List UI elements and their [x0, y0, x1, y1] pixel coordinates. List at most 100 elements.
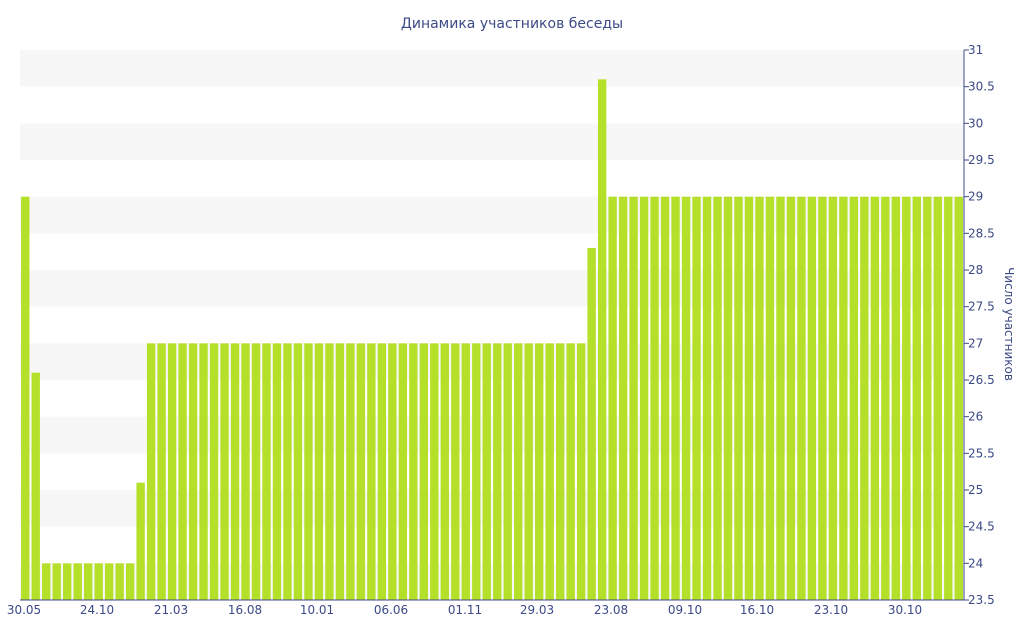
bar	[178, 343, 187, 600]
bar	[115, 563, 124, 600]
bar	[954, 196, 963, 601]
bar	[618, 196, 628, 601]
bar	[776, 196, 785, 601]
y-tick-label: 27	[968, 336, 983, 350]
bar	[167, 343, 177, 600]
bar	[944, 196, 953, 601]
bar	[314, 343, 324, 600]
bar	[188, 343, 198, 600]
bar	[272, 343, 282, 600]
bar	[860, 196, 869, 601]
y-tick-label: 25	[968, 483, 983, 497]
bar	[451, 343, 460, 600]
grid-band	[20, 270, 964, 307]
grid-band	[20, 490, 964, 527]
bars	[21, 79, 963, 601]
y-tick-label: 23.5	[968, 593, 995, 607]
y-tick-label: 30	[968, 116, 983, 130]
bar	[52, 563, 61, 600]
bar	[21, 196, 30, 601]
bar	[723, 196, 733, 601]
x-tick-label: 06.06	[374, 603, 408, 617]
bar	[377, 343, 387, 600]
y-tick-label: 26.5	[968, 373, 995, 387]
y-tick-label: 24.5	[968, 520, 995, 534]
bar	[765, 196, 775, 601]
x-axis: 30.05 24.10 21.03 16.08 10.01 06.06 01.11 29.03…	[7, 599, 964, 617]
bar	[566, 343, 575, 600]
bar	[419, 343, 429, 600]
bar	[409, 343, 418, 600]
y-tick-label: 29.5	[968, 153, 995, 167]
bar	[597, 79, 607, 600]
bar	[31, 372, 40, 600]
bar	[493, 343, 502, 600]
bar	[199, 343, 208, 600]
bar	[660, 196, 670, 601]
grid-band	[20, 416, 964, 454]
x-tick-label: 23.08	[594, 603, 628, 617]
bar	[524, 343, 533, 600]
bar	[398, 343, 408, 600]
y-tick-label: 30.5	[968, 80, 995, 94]
bar	[241, 343, 250, 600]
bar	[755, 196, 764, 601]
bar	[828, 196, 838, 601]
bar	[608, 196, 617, 601]
bar	[388, 343, 397, 600]
bar	[440, 343, 449, 600]
y-tick-label: 27.5	[968, 300, 995, 314]
bar	[933, 196, 942, 601]
y-tick-label: 31	[968, 43, 983, 57]
bar	[94, 563, 103, 600]
grid-band	[20, 123, 964, 160]
bar	[629, 196, 638, 601]
bar	[325, 343, 334, 600]
x-tick-label: 24.10	[80, 603, 114, 617]
bar	[870, 196, 880, 601]
bar	[545, 343, 554, 600]
bar	[430, 343, 439, 600]
bar	[786, 196, 796, 601]
bar	[503, 343, 512, 600]
bar	[744, 196, 754, 601]
bar	[304, 343, 313, 600]
y-axis: 23.5 24 24.5 25 25.5 26 26.5 27 27.5 28 28.5 29 29.5…	[963, 43, 995, 607]
bar	[293, 343, 303, 600]
bar	[576, 343, 586, 600]
bar	[692, 196, 701, 601]
bar	[555, 343, 565, 600]
bar	[514, 343, 523, 600]
bar	[209, 343, 219, 600]
y-axis-label: Число участников	[1002, 267, 1016, 381]
x-tick-label: 30.05	[7, 603, 41, 617]
bar	[713, 196, 722, 601]
bar	[367, 343, 376, 600]
bar	[535, 343, 544, 600]
bar	[849, 196, 859, 601]
x-tick-label: 29.03	[520, 603, 554, 617]
x-tick-label: 23.10	[814, 603, 848, 617]
bar	[807, 196, 817, 601]
y-tick-label: 25.5	[968, 446, 995, 460]
y-tick-label: 26	[968, 410, 983, 424]
y-tick-label: 28	[968, 263, 983, 277]
bar	[104, 563, 114, 600]
bar	[356, 343, 366, 600]
bar	[83, 563, 93, 600]
bar	[818, 196, 827, 601]
grid-band	[20, 50, 964, 87]
bar	[146, 343, 156, 600]
chart-title: Динамика участников беседы	[401, 16, 623, 32]
x-tick-label: 21.03	[154, 603, 188, 617]
x-tick-label: 01.11	[448, 603, 482, 617]
grid-band	[20, 196, 964, 234]
bar	[73, 563, 82, 600]
bar	[42, 563, 51, 600]
bar	[650, 196, 659, 601]
bar	[681, 196, 691, 601]
y-tick-label: 24	[968, 556, 983, 570]
bar	[639, 196, 649, 601]
bar	[283, 343, 292, 600]
